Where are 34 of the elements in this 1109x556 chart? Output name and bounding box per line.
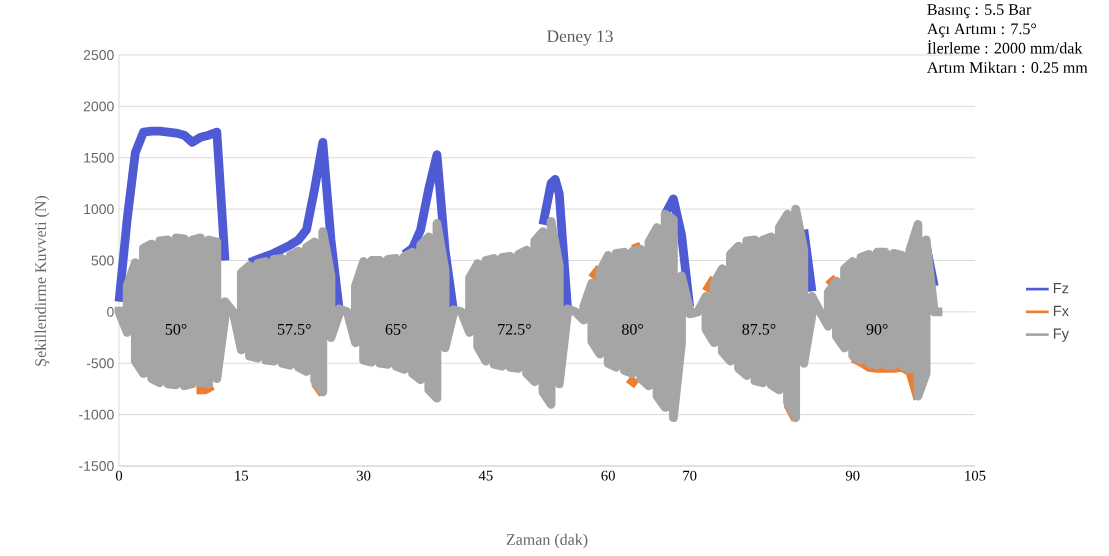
chart-title: Deney 13: [547, 30, 613, 46]
y-tick-label: 2500: [83, 50, 114, 60]
y-tick-label: 0: [107, 306, 114, 317]
legend-label: Fz: [1053, 283, 1069, 294]
x-tick-label: 30: [356, 470, 371, 481]
x-tick-label: 60: [601, 470, 615, 481]
legend-label: Fy: [1053, 328, 1069, 342]
y-tick-label: -500: [86, 358, 114, 369]
annotation: Artım Miktarı : 0.25 mm: [927, 61, 1088, 73]
y-tick-label: -1000: [79, 409, 114, 420]
x-tick-label: 90: [845, 470, 860, 481]
annotation: 72.5°: [498, 323, 531, 335]
legend-label: Fx: [1053, 305, 1069, 316]
annotation: 90°: [866, 323, 888, 335]
x-tick-label: 15: [235, 470, 249, 481]
x-axis-title: Zaman (dak): [506, 533, 588, 549]
x-tick-label: 0: [115, 470, 123, 481]
y-tick-label: -1500: [79, 461, 114, 471]
annotation: 50°: [165, 323, 187, 335]
y-tick-label: 1000: [84, 204, 114, 215]
x-tick-label: 105: [965, 470, 986, 481]
text: Basınç : 5.5 Bar: [927, 4, 1032, 19]
y-axis-title: Şekillendirme Kuvveti (N): [34, 195, 50, 366]
annotation: 87.5°: [742, 323, 776, 335]
annotation: 80°: [622, 323, 644, 335]
y-tick-label: 1500: [84, 152, 114, 163]
y-tick-label: 500: [91, 255, 114, 266]
text: İlerleme : 2000 mm/dak: [927, 40, 1083, 54]
y-tick-label: 2000: [83, 101, 114, 112]
x-tick-label: 70: [683, 470, 697, 481]
annotation: 57.5°: [278, 323, 311, 335]
x-tick-label: 45: [478, 470, 493, 481]
annotation: 65°: [385, 323, 407, 335]
text: Açı Artımı : 7.5°: [927, 23, 1037, 38]
